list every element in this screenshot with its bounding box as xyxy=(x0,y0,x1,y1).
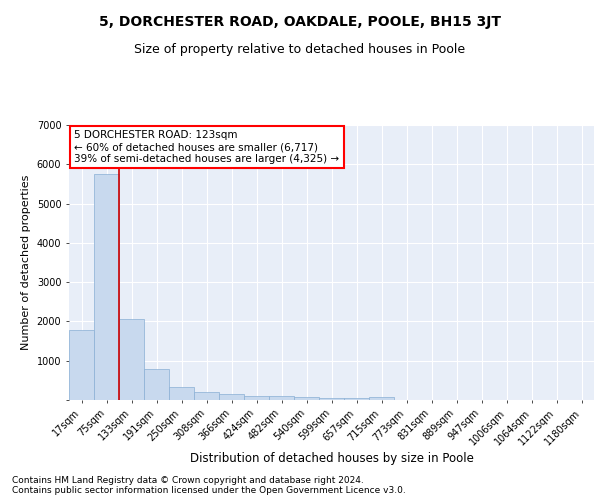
Bar xyxy=(369,397,394,400)
Bar xyxy=(119,318,144,400)
Bar xyxy=(344,398,369,400)
Text: 5 DORCHESTER ROAD: 123sqm
← 60% of detached houses are smaller (6,717)
39% of se: 5 DORCHESTER ROAD: 123sqm ← 60% of detac… xyxy=(74,130,340,164)
Text: Size of property relative to detached houses in Poole: Size of property relative to detached ho… xyxy=(134,42,466,56)
Text: 5, DORCHESTER ROAD, OAKDALE, POOLE, BH15 3JT: 5, DORCHESTER ROAD, OAKDALE, POOLE, BH15… xyxy=(99,15,501,29)
Bar xyxy=(244,396,269,400)
Bar xyxy=(294,398,319,400)
Y-axis label: Number of detached properties: Number of detached properties xyxy=(21,175,31,350)
Bar xyxy=(69,330,94,400)
Bar xyxy=(319,398,344,400)
Bar xyxy=(194,392,219,400)
Text: Contains HM Land Registry data © Crown copyright and database right 2024.
Contai: Contains HM Land Registry data © Crown c… xyxy=(12,476,406,495)
Bar xyxy=(169,386,194,400)
Bar xyxy=(219,394,244,400)
Bar xyxy=(269,396,294,400)
Bar xyxy=(94,174,119,400)
X-axis label: Distribution of detached houses by size in Poole: Distribution of detached houses by size … xyxy=(190,452,473,466)
Bar xyxy=(144,368,169,400)
